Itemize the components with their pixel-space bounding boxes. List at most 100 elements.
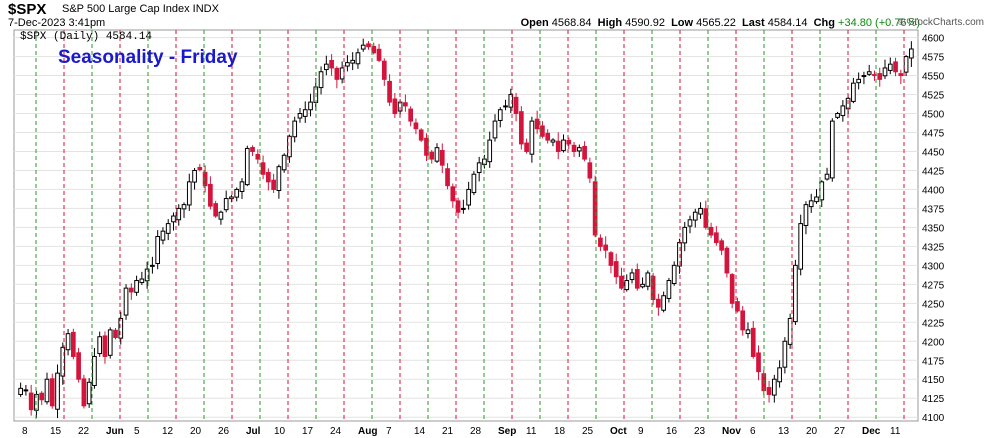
- candle-body: [613, 261, 619, 278]
- candle-body: [550, 139, 556, 143]
- candle-body: [661, 295, 666, 311]
- candle-body: [350, 59, 356, 64]
- candle-body: [866, 71, 872, 75]
- candle-body: [418, 129, 424, 141]
- candle-body: [134, 280, 139, 293]
- candle-body: [302, 109, 308, 117]
- candle-body: [677, 242, 682, 267]
- y-tick-label: 4125: [922, 394, 945, 405]
- candle-body: [787, 318, 793, 345]
- candle-body: [766, 387, 772, 395]
- candle-body: [107, 329, 113, 356]
- candle-body: [366, 43, 371, 48]
- candle-body: [898, 73, 904, 77]
- chg-value: +34.80 (+0.76%): [838, 17, 920, 29]
- candle-body: [339, 67, 345, 80]
- candle-body: [503, 105, 508, 108]
- candle-body: [123, 287, 129, 316]
- candle-body: [28, 392, 34, 411]
- x-tick-label: 17: [302, 426, 314, 437]
- candle-body: [160, 230, 166, 241]
- last-label: Last: [742, 17, 765, 29]
- x-tick-label: 20: [190, 426, 202, 437]
- candle-body: [508, 94, 514, 108]
- x-tick-label: 8: [22, 426, 28, 437]
- x-tick-label: 18: [554, 426, 566, 437]
- candle-body: [824, 173, 830, 180]
- candle-body: [782, 340, 788, 368]
- x-tick-label: 11: [526, 426, 537, 437]
- candle-body: [476, 162, 482, 174]
- candle-body: [687, 219, 693, 227]
- candle-body: [213, 203, 218, 217]
- y-tick-label: 4300: [922, 261, 945, 272]
- x-tick-label: 28: [470, 426, 482, 437]
- candle-body: [371, 45, 377, 54]
- candle-body: [281, 154, 287, 171]
- candle-body: [450, 186, 456, 202]
- candle-body: [308, 101, 313, 111]
- candle-body: [81, 378, 87, 407]
- candle-body: [208, 183, 213, 207]
- candle-body: [524, 142, 529, 152]
- candle-body: [144, 268, 150, 282]
- candle-body: [682, 226, 688, 244]
- candle-body: [487, 139, 493, 163]
- candle-body: [587, 162, 593, 179]
- candle-body: [218, 211, 224, 220]
- x-tick-label: 26: [218, 426, 230, 437]
- candle-body: [656, 298, 661, 308]
- y-tick-label: 4500: [922, 110, 945, 121]
- candle-body: [529, 120, 535, 155]
- candle-body: [608, 252, 614, 266]
- candle-body: [86, 381, 92, 405]
- candle-body: [171, 215, 176, 223]
- x-tick-label: 23: [694, 426, 706, 437]
- y-tick-label: 4400: [922, 185, 945, 196]
- last-value: 4584.14: [767, 17, 808, 29]
- candle-body: [576, 147, 582, 152]
- y-tick-label: 4475: [922, 128, 945, 139]
- y-tick-label: 4200: [922, 337, 945, 348]
- candle-body: [239, 181, 245, 192]
- candle-body: [113, 329, 118, 338]
- seasonality-annotation: Seasonality - Friday: [58, 47, 238, 68]
- candle-body: [381, 60, 387, 80]
- candle-body: [376, 48, 382, 61]
- candle-body: [877, 73, 883, 80]
- y-tick-label: 4275: [922, 280, 945, 291]
- candle-body: [229, 196, 234, 200]
- candle-body: [424, 137, 429, 156]
- candle-body: [403, 102, 408, 107]
- x-tick-label: 12: [162, 426, 174, 437]
- x-tick-label: 21: [442, 426, 454, 437]
- candle-body: [260, 162, 266, 175]
- candle-body: [276, 166, 282, 192]
- x-tick-label: 22: [78, 426, 90, 437]
- y-tick-label: 4100: [922, 413, 945, 424]
- candle-body: [835, 113, 840, 118]
- candle-body: [197, 166, 203, 171]
- y-tick-label: 4375: [922, 204, 945, 215]
- chart-header: $SPX S&P 500 Large Cap Index INDX 7-Dec-…: [0, 0, 990, 30]
- x-tick-label: 6: [750, 426, 756, 437]
- candle-body: [334, 67, 340, 80]
- candle-body: [55, 372, 60, 410]
- candle-body: [461, 207, 466, 210]
- candle-body: [708, 226, 714, 236]
- candle-body: [566, 139, 572, 145]
- candle-body: [118, 318, 124, 339]
- candle-body: [434, 147, 440, 162]
- low-value: 4565.22: [696, 17, 736, 29]
- candle-body: [49, 378, 55, 407]
- x-tick-label: 5: [134, 426, 140, 437]
- candle-body: [250, 146, 255, 152]
- y-tick-label: 4450: [922, 147, 945, 158]
- y-tick-label: 4525: [922, 91, 945, 102]
- candle-body: [392, 98, 398, 115]
- candle-body: [255, 153, 261, 160]
- candle-body: [571, 144, 577, 152]
- x-tick-label: 9: [638, 426, 644, 437]
- y-tick-label: 4225: [922, 318, 945, 329]
